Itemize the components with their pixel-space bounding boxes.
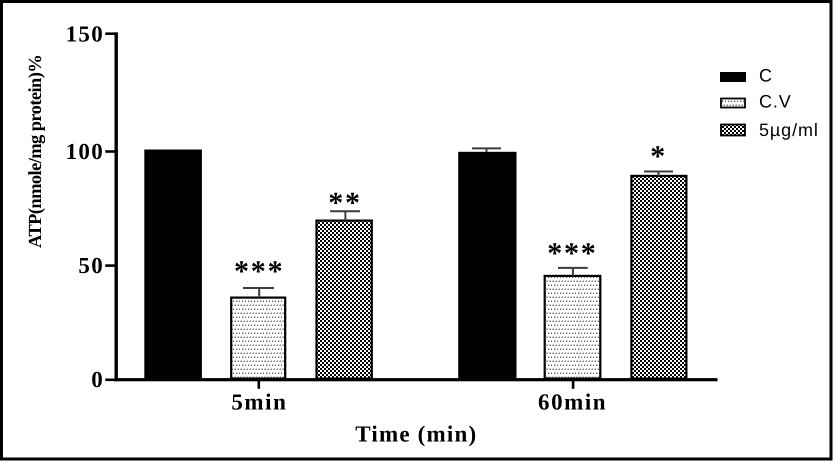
svg-text:*: * — [650, 140, 667, 173]
svg-text:***: *** — [547, 237, 597, 270]
svg-text:C.V: C.V — [759, 91, 792, 111]
svg-text:5min: 5min — [231, 390, 287, 415]
svg-text:Time (min): Time (min) — [355, 422, 477, 447]
svg-text:ATP(nmole/mg protein)%: ATP(nmole/mg protein)% — [26, 55, 46, 248]
svg-text:60min: 60min — [538, 390, 607, 415]
svg-text:100: 100 — [66, 139, 104, 164]
svg-text:***: *** — [234, 255, 284, 288]
svg-text:**: ** — [328, 187, 362, 220]
svg-text:150: 150 — [66, 21, 104, 46]
svg-text:50: 50 — [78, 253, 104, 278]
svg-text:0: 0 — [91, 367, 104, 392]
svg-text:5µg/ml: 5µg/ml — [759, 120, 819, 140]
svg-text:C: C — [759, 66, 773, 86]
